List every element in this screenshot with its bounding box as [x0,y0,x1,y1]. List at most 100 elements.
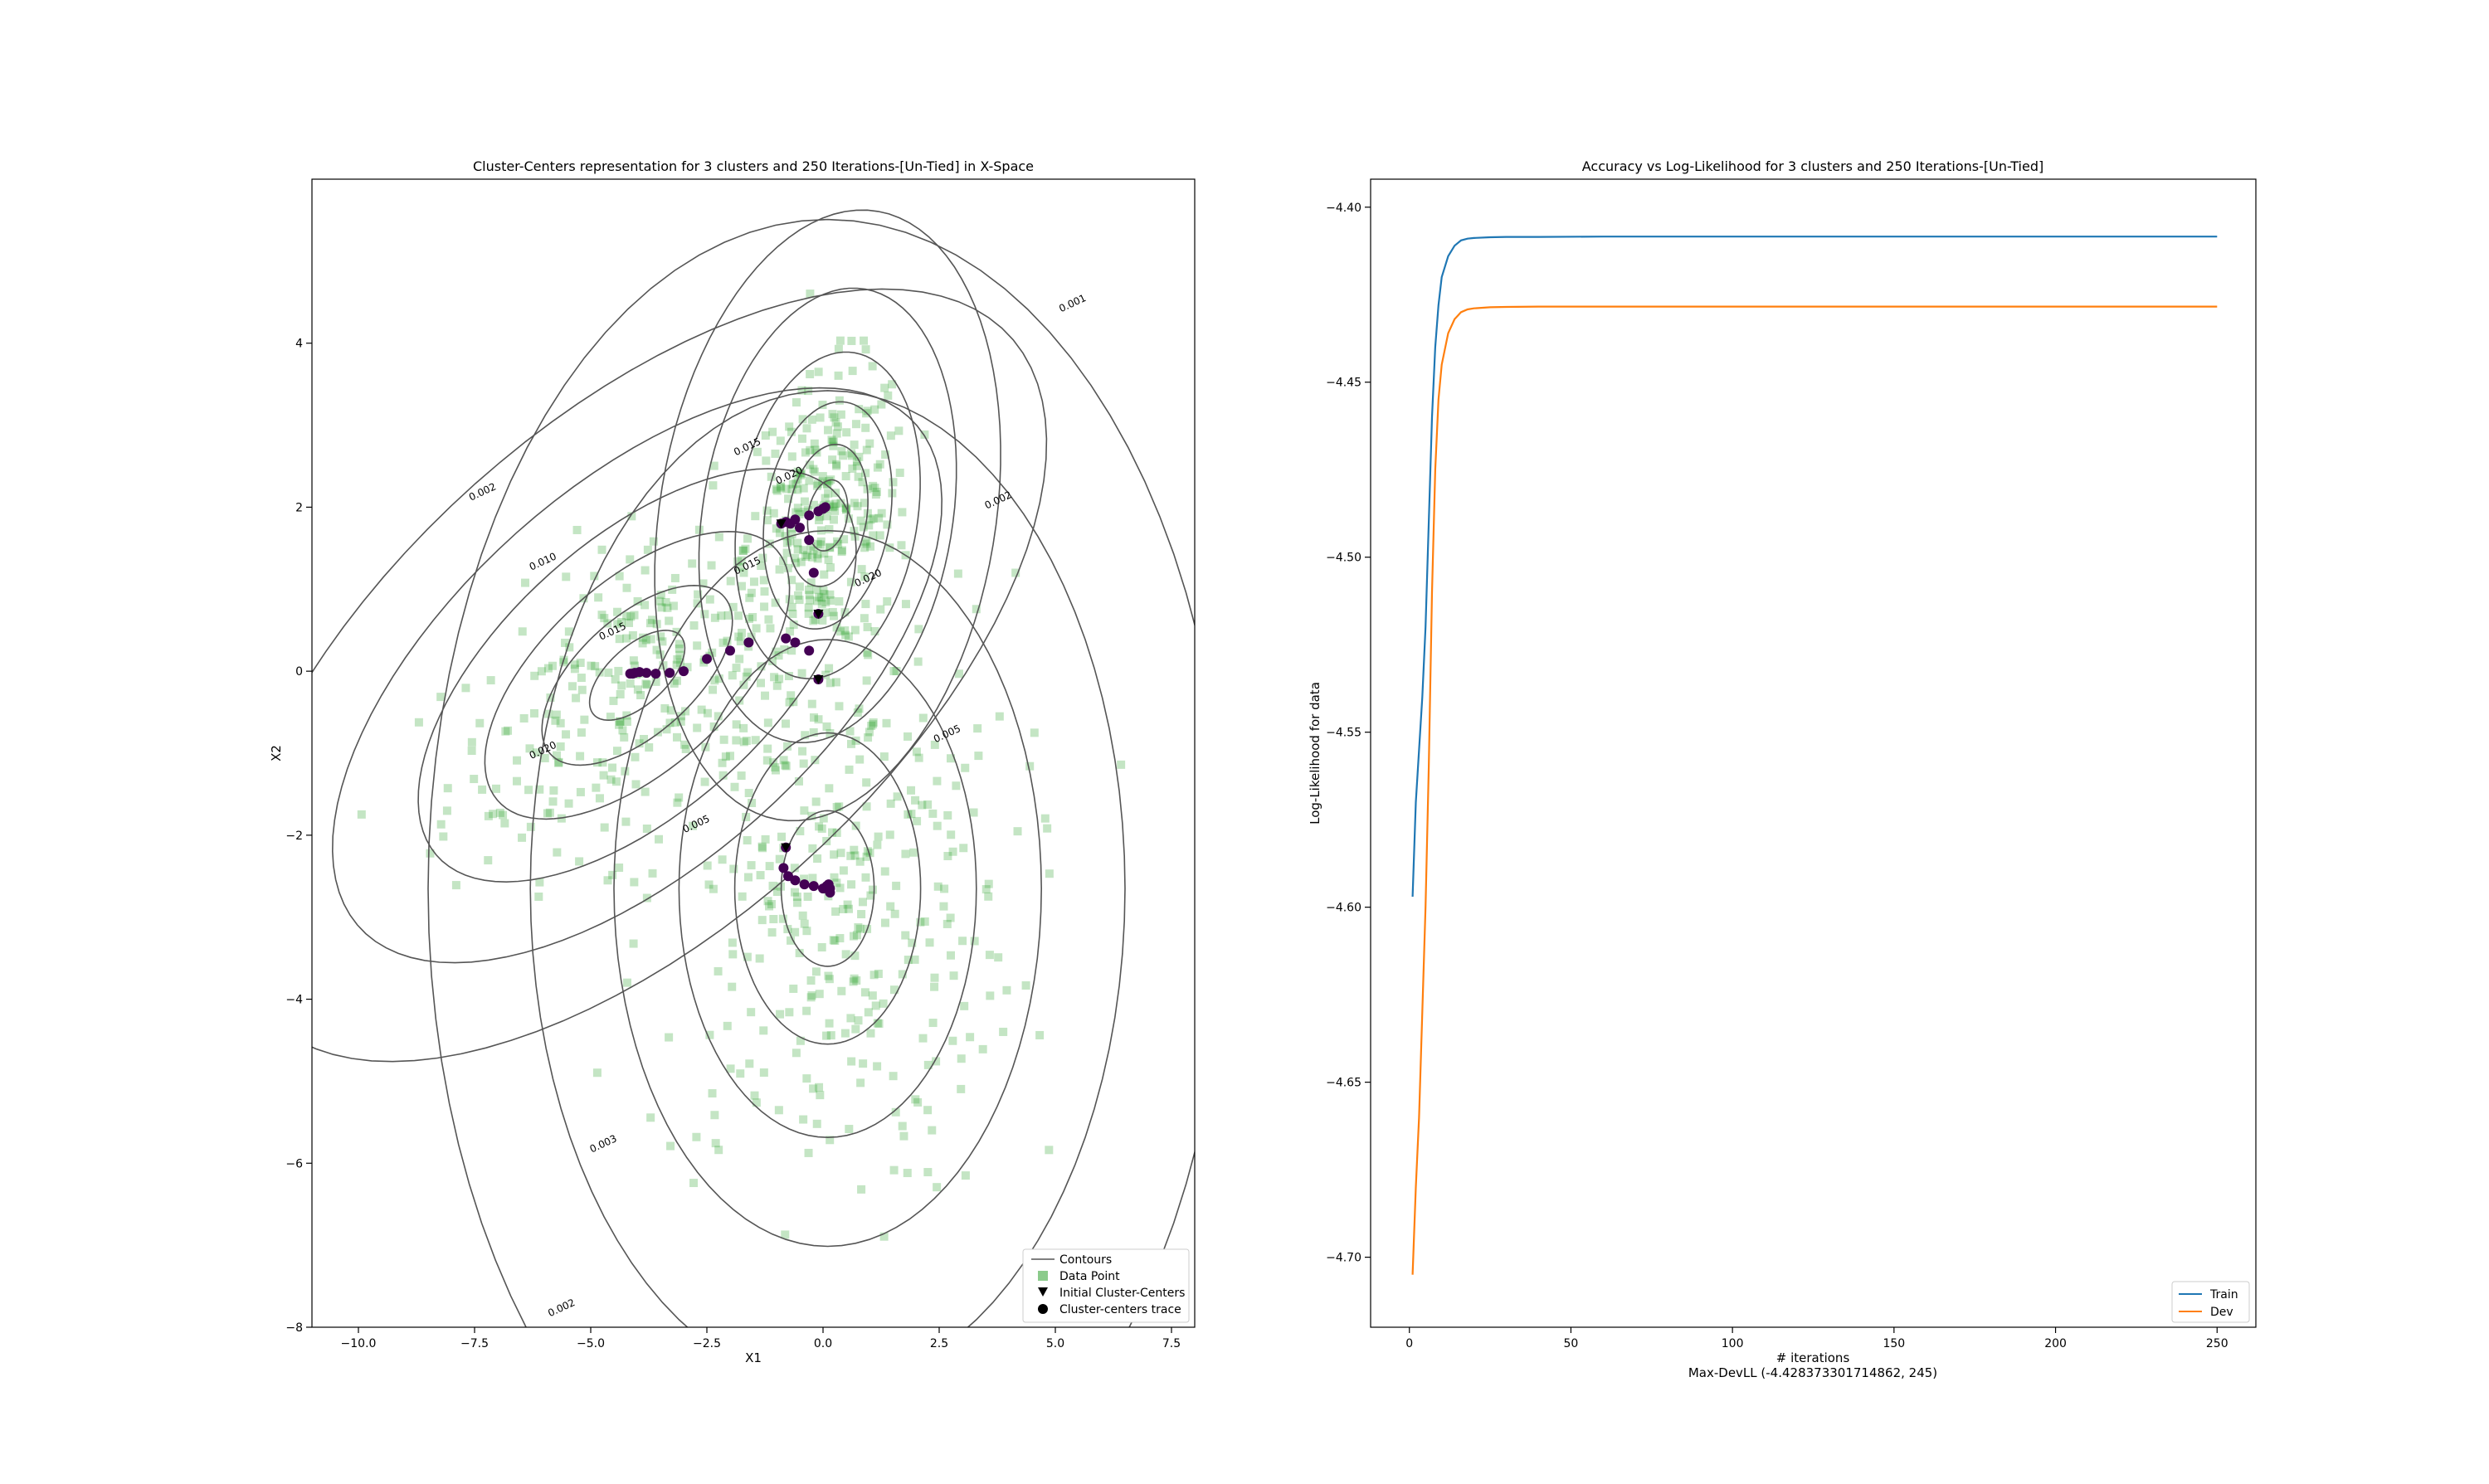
data-point [762,506,772,515]
data-point [855,924,865,933]
data-point [594,593,603,602]
data-point [577,685,587,694]
data-point [867,722,876,731]
data-point [576,659,585,668]
data-point [672,676,681,685]
data-point [860,614,869,623]
data-point [787,530,796,539]
initial-center-marker [813,675,824,685]
data-point [920,430,929,439]
data-point [928,1126,937,1135]
data-point [957,1054,966,1063]
data-point [858,898,867,907]
data-point [737,771,746,781]
data-point [857,565,866,574]
left-x-tick-label: 5.0 [1046,1337,1064,1350]
data-point [901,931,910,940]
data-point [869,720,878,729]
data-point [765,862,774,871]
data-point [949,971,958,980]
data-point [886,431,895,440]
data-point [918,713,928,723]
data-point [880,867,889,876]
data-point [974,752,983,761]
legend-dev-label: Dev [2210,1306,2233,1319]
data-point [771,763,780,772]
data-point [597,611,606,620]
data-point [862,802,871,811]
data-point [526,822,535,831]
data-point [860,988,869,997]
data-point [850,845,859,854]
data-point [546,693,555,702]
data-point [651,677,660,686]
data-point [947,754,956,763]
data-point [763,744,772,753]
data-point [866,891,875,900]
trace-point [790,514,801,525]
data-point [874,1019,884,1028]
data-point [744,788,753,797]
data-point [525,744,534,753]
data-point [846,851,855,860]
trace-point [625,669,636,679]
data-point [946,951,955,960]
data-point [801,448,810,457]
data-point [809,616,818,625]
data-point [847,1057,856,1066]
data-point [957,1084,966,1093]
data-point [759,1026,768,1035]
data-point [820,549,829,558]
data-point [709,461,718,470]
data-point [785,422,794,431]
data-point [946,913,955,922]
data-point [805,585,814,594]
data-point [947,830,956,839]
data-point [732,720,741,729]
data-point [626,555,635,564]
data-point [851,1024,860,1034]
data-point [759,576,768,585]
data-point [1035,1030,1045,1039]
data-point [577,674,586,683]
data-point [837,986,846,995]
data-point [959,844,968,853]
data-point [707,561,716,570]
data-point [631,780,641,789]
data-point [753,447,762,456]
data-point [595,668,604,677]
data-point [718,855,727,864]
data-point [826,590,835,599]
data-point [871,490,880,499]
data-point [856,516,865,525]
data-point [806,445,815,455]
data-point [793,898,802,907]
data-point [816,540,825,549]
data-point [858,478,867,487]
contour-line [787,443,869,587]
data-point [790,864,799,873]
trace-point [790,875,801,886]
right-x-tick-label: 200 [2044,1337,2067,1350]
data-point [759,1068,768,1078]
data-point [665,616,674,625]
data-point [797,386,806,395]
data-point [886,902,895,911]
data-point [672,732,681,742]
data-point [840,608,850,617]
data-point [855,405,864,414]
data-point [764,615,773,624]
data-point [616,617,626,626]
data-point [595,794,604,803]
data-point [760,602,769,611]
data-point [829,437,838,446]
data-point [519,714,528,723]
data-point [933,1183,942,1192]
data-point [841,630,850,640]
data-point [845,765,854,774]
data-point [873,463,882,472]
data-point [735,562,744,572]
data-point [806,993,816,1002]
data-point [828,828,837,837]
